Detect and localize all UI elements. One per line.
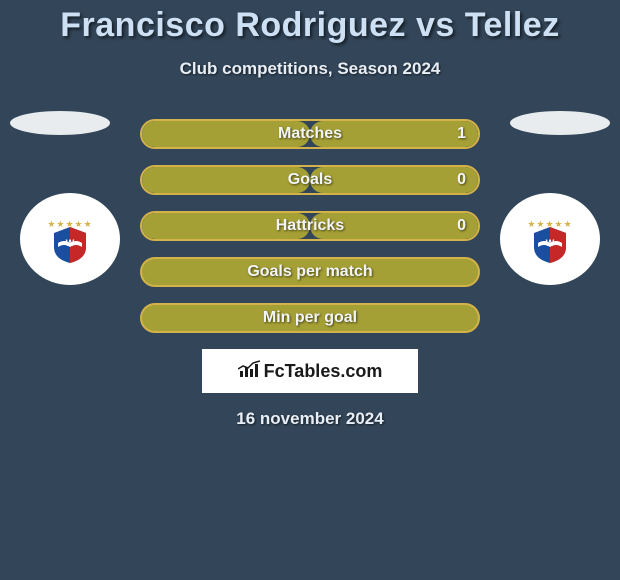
- silhouette-icon: [510, 111, 610, 135]
- comparison-panel: ★★★★★ W ★★★★★ W Matches1 Goals0 Hattrick…: [0, 119, 620, 429]
- stat-value-right: 0: [457, 213, 466, 239]
- svg-text:W: W: [546, 238, 555, 248]
- brand-box: FcTables.com: [202, 349, 418, 393]
- club-shield-icon: W: [50, 225, 90, 265]
- stat-label: Hattricks: [142, 213, 478, 239]
- stat-row: Goals per match: [140, 257, 480, 287]
- stat-row: Min per goal: [140, 303, 480, 333]
- stat-row: Hattricks0: [140, 211, 480, 241]
- subtitle: Club competitions, Season 2024: [0, 59, 620, 79]
- brand-label: FcTables.com: [264, 361, 383, 382]
- silhouette-icon: [10, 111, 110, 135]
- stat-row: Goals0: [140, 165, 480, 195]
- player-left-club-badge: ★★★★★ W: [20, 193, 120, 285]
- stat-label: Goals: [142, 167, 478, 193]
- brand-chart-icon: [238, 360, 260, 383]
- player-right-avatar: [510, 111, 610, 135]
- stat-label: Matches: [142, 121, 478, 147]
- stats-list: Matches1 Goals0 Hattricks0Goals per matc…: [140, 119, 480, 333]
- stat-value-right: 1: [457, 121, 466, 147]
- stat-row: Matches1: [140, 119, 480, 149]
- date-label: 16 november 2024: [0, 409, 620, 429]
- page-title: Francisco Rodriguez vs Tellez: [0, 0, 620, 45]
- club-shield-icon: W: [530, 225, 570, 265]
- player-left-avatar: [10, 111, 110, 135]
- player-right-club-badge: ★★★★★ W: [500, 193, 600, 285]
- svg-text:W: W: [66, 238, 75, 248]
- stat-label: Min per goal: [142, 305, 478, 331]
- stat-label: Goals per match: [142, 259, 478, 285]
- stat-value-right: 0: [457, 167, 466, 193]
